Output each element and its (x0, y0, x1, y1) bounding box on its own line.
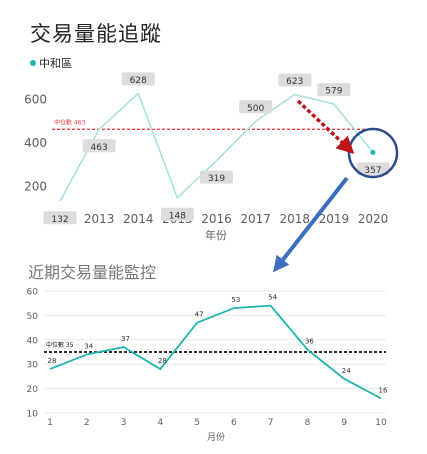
x-tick-label: 2013 (84, 212, 115, 226)
data-label: 579 (325, 87, 342, 97)
data-label-bg (43, 211, 77, 225)
data-label: 28 (158, 357, 167, 365)
y-tick-label: 40 (27, 336, 39, 346)
series-line (49, 304, 382, 400)
y-tick-label: 10 (27, 410, 39, 420)
x-tick-label: 1 (47, 418, 53, 428)
data-label-bg (239, 100, 273, 114)
x-tick-label: 2016 (201, 212, 232, 226)
blue-arrow (273, 176, 349, 273)
x-tick-label: 2014 (123, 212, 154, 226)
x-tick-label: 3 (121, 418, 127, 428)
x-tick-label: 8 (305, 418, 311, 428)
data-label-bg (356, 162, 390, 176)
data-label-bg (200, 170, 233, 184)
data-label: 53 (231, 296, 240, 304)
data-label: 24 (342, 367, 351, 375)
y-tick-label: 400 (24, 136, 47, 150)
secondary-chart-title: 近期交易量能監控 (28, 263, 157, 282)
x-tick-label: 6 (231, 418, 237, 428)
x-axis-label: 年份 (205, 228, 227, 242)
data-label-bg (278, 73, 312, 87)
y-tick-label: 200 (24, 180, 47, 194)
legend: 中和區 (30, 55, 72, 71)
data-label: 36 (305, 338, 314, 346)
x-tick-label: 4 (157, 418, 163, 428)
chart-title: 交易量能追蹤 (30, 22, 162, 46)
data-label: 319 (208, 174, 225, 184)
x-tick-label: 5 (194, 418, 200, 428)
x-tick-label: 2019 (319, 212, 350, 226)
data-label: 132 (51, 215, 68, 225)
x-axis-label: 月份 (207, 431, 225, 443)
data-label: 47 (195, 311, 204, 319)
legend-dot-icon (30, 60, 36, 66)
data-label-bg (121, 72, 155, 86)
y-tick-label: 600 (24, 93, 47, 107)
x-tick-label: 2020 (358, 212, 389, 226)
y-tick-label: 30 (27, 361, 39, 371)
median-label: 中位數 35 (46, 341, 74, 349)
data-label: 500 (247, 104, 264, 114)
x-tick-label: 2018 (279, 212, 310, 226)
data-label: 463 (91, 143, 108, 153)
data-label: 54 (268, 294, 277, 302)
trend-chart: 6004002002012201320142015201620172018201… (24, 72, 390, 242)
red-dashed-arrow (296, 99, 355, 154)
data-label: 357 (364, 166, 381, 176)
data-label: 28 (48, 357, 57, 365)
data-label-bg (82, 139, 116, 153)
annotations (273, 99, 399, 273)
series-line (59, 92, 374, 202)
legend-label: 中和區 (39, 57, 72, 70)
data-label-bg (317, 83, 351, 97)
x-tick-label: 7 (268, 418, 274, 428)
median-label: 中位數 463 (54, 118, 86, 126)
x-tick-label: 2 (84, 418, 90, 428)
x-tick-label: 2017 (240, 212, 271, 226)
highlight-point (370, 149, 376, 155)
y-tick-label: 60 (27, 288, 39, 298)
data-label-bg (160, 207, 194, 221)
x-tick-label: 10 (375, 418, 387, 428)
data-label: 628 (130, 76, 147, 86)
data-label: 37 (121, 335, 130, 343)
data-label: 148 (169, 211, 186, 221)
y-tick-label: 20 (27, 385, 39, 395)
data-label: 34 (84, 342, 93, 350)
data-label: 16 (379, 386, 388, 394)
x-tick-label: 9 (341, 418, 347, 428)
data-label: 623 (286, 77, 303, 87)
y-tick-label: 50 (27, 312, 39, 322)
